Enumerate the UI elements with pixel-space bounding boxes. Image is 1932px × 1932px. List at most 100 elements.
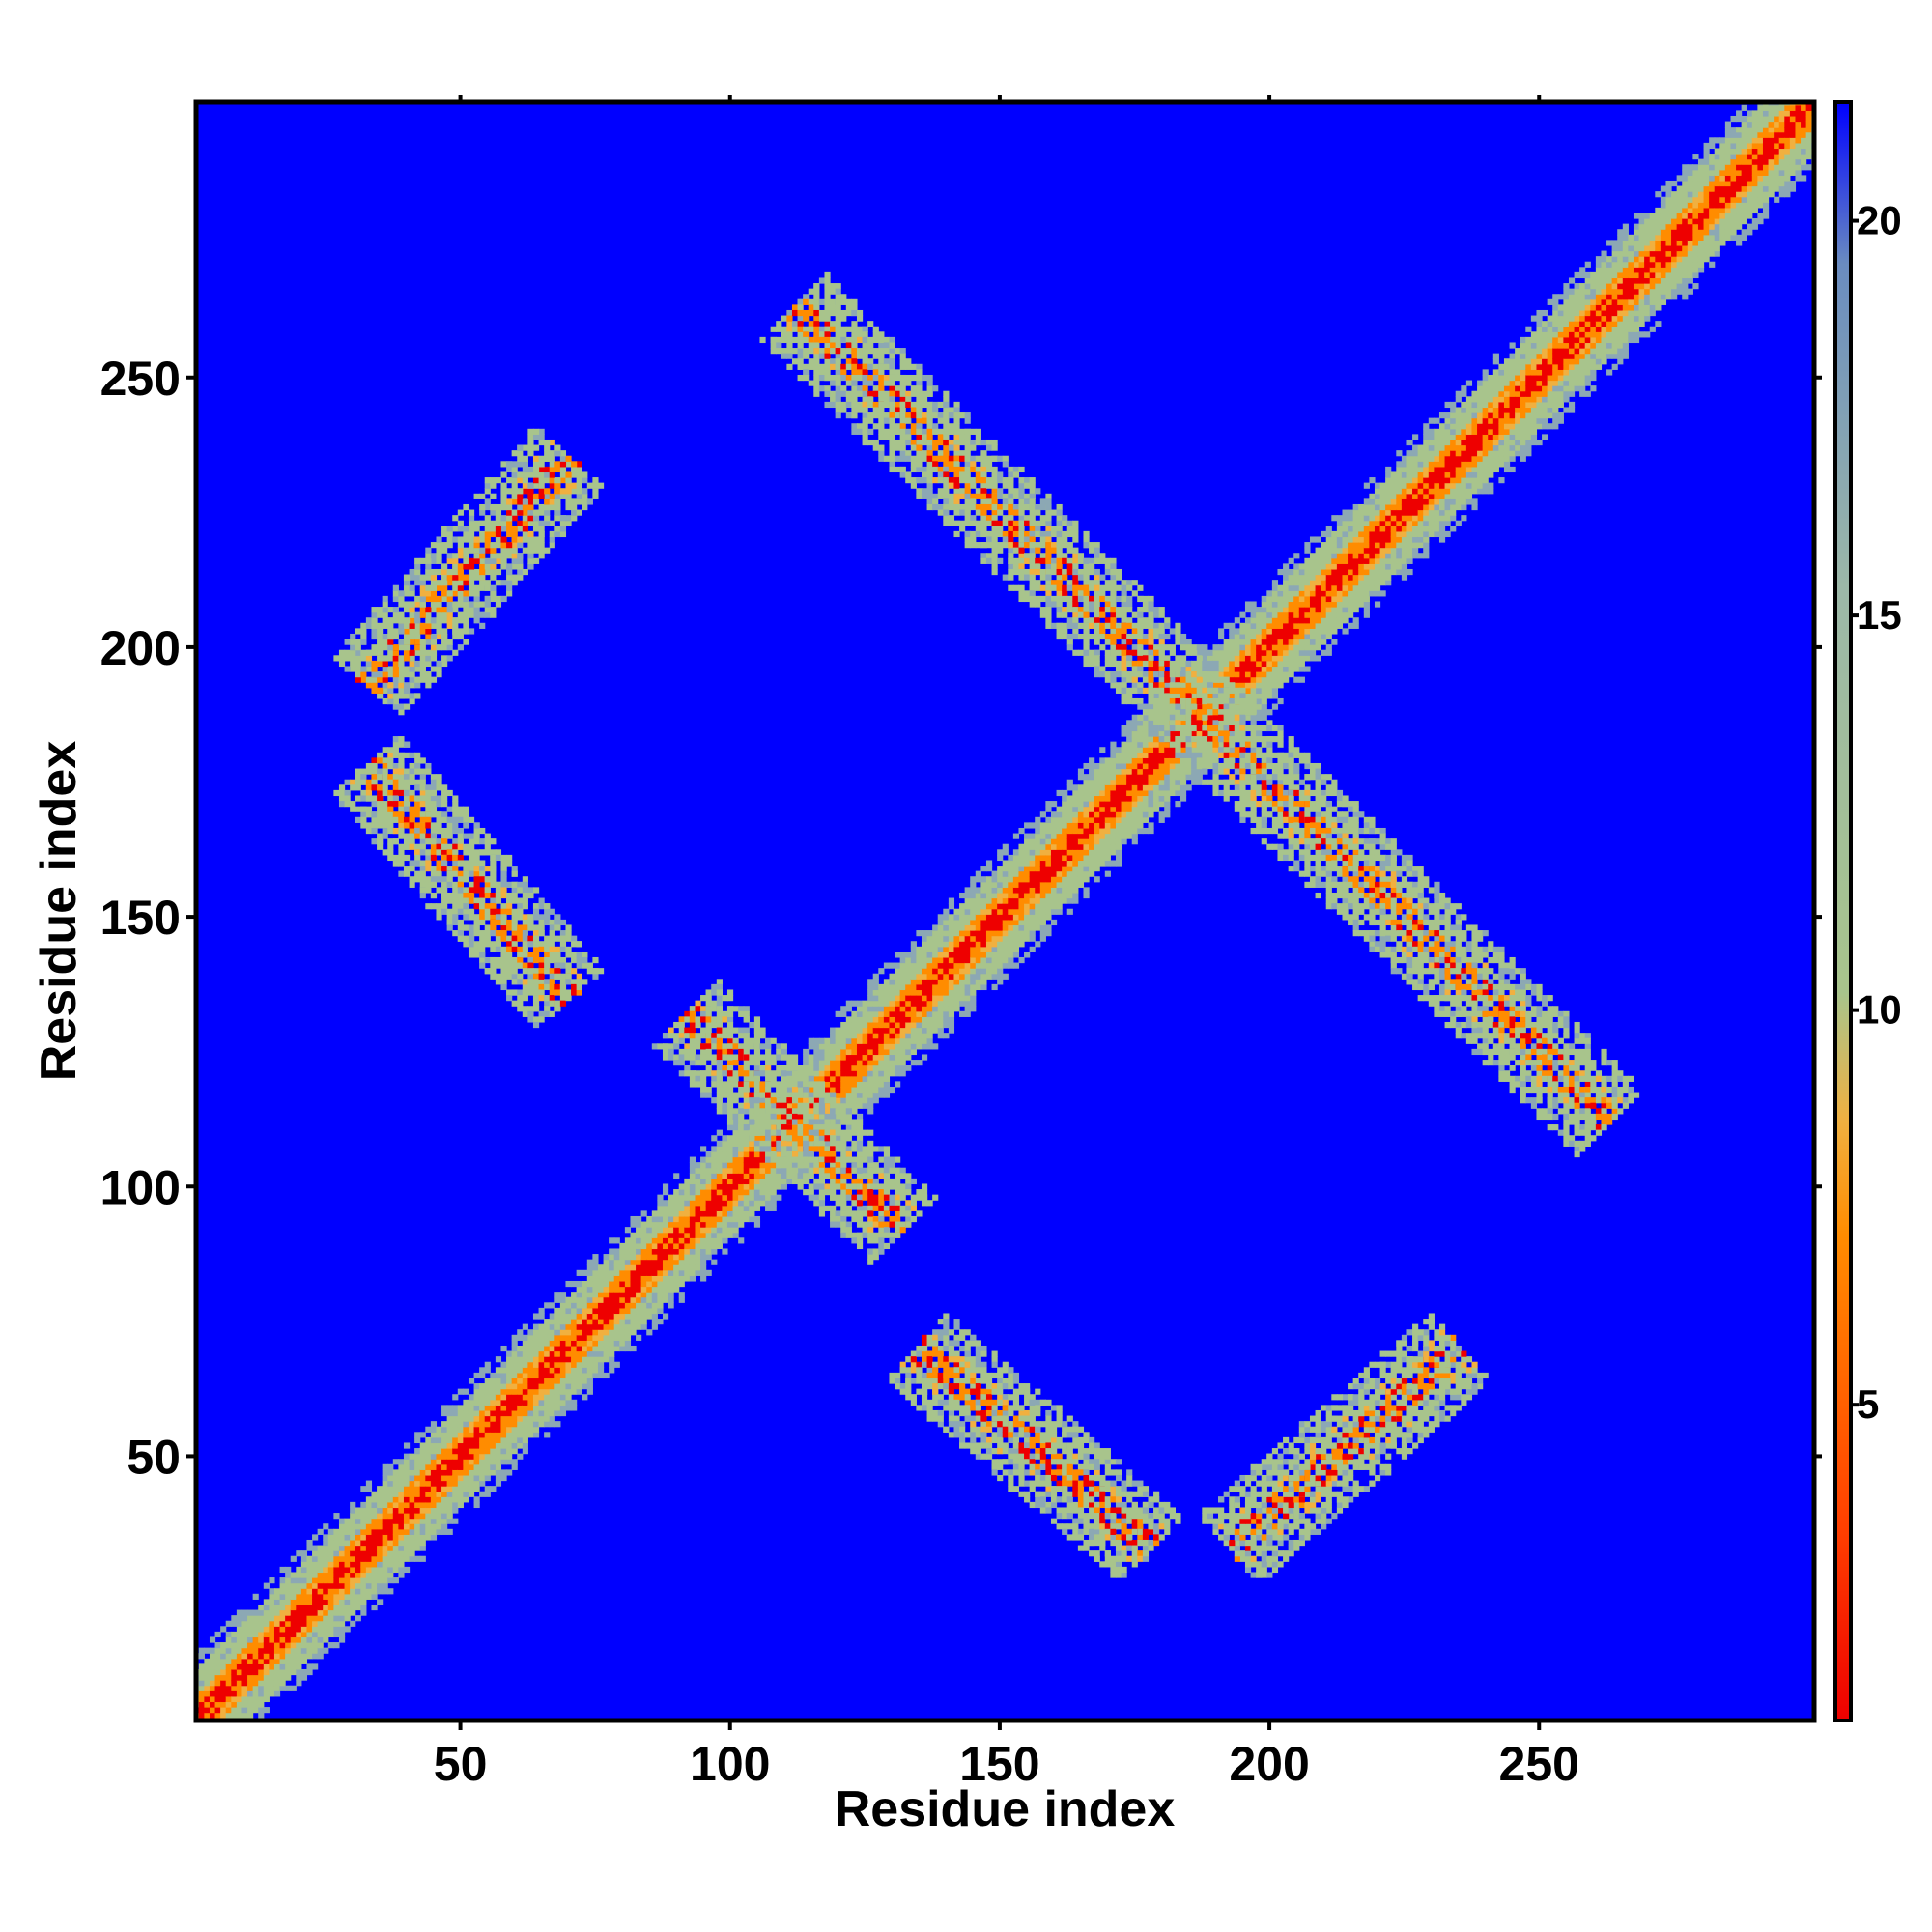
diagonal-cell xyxy=(770,1135,777,1142)
diagonal-cell xyxy=(1261,693,1267,699)
diagonal-cell xyxy=(355,1566,361,1574)
diagonal-cell xyxy=(592,1367,599,1374)
diagonal-cell xyxy=(959,946,966,952)
diagonal-cell xyxy=(1244,676,1252,683)
diagonal-cell xyxy=(726,1135,734,1142)
diagonal-cell xyxy=(252,1668,259,1676)
diagonal-cell xyxy=(559,1350,567,1357)
diagonal-cell xyxy=(1390,530,1397,538)
diagonal-cell xyxy=(1374,493,1381,499)
diagonal-cell xyxy=(446,1415,453,1422)
diagonal-cell xyxy=(1363,515,1370,522)
diagonal-cell xyxy=(948,973,955,980)
diagonal-cell xyxy=(749,1200,755,1207)
diagonal-cell xyxy=(970,924,977,931)
diagonal-cell xyxy=(532,1367,540,1374)
diagonal-cell xyxy=(959,989,966,996)
diagonal-cell xyxy=(985,876,993,883)
diagonal-cell xyxy=(651,1307,658,1315)
diagonal-cell xyxy=(937,919,944,926)
diagonal-cell xyxy=(803,1054,810,1061)
diagonal-cell xyxy=(1039,849,1046,856)
diagonal-cell xyxy=(273,1609,281,1616)
diagonal-cell xyxy=(544,1334,551,1341)
diagonal-cell xyxy=(1428,503,1435,511)
diagonal-cell xyxy=(1250,666,1257,672)
diagonal-cell xyxy=(943,968,950,975)
diagonal-cell xyxy=(1406,515,1413,522)
diagonal-cell xyxy=(1066,887,1073,894)
diagonal-cell xyxy=(937,1027,944,1034)
diagonal-cell xyxy=(722,1205,728,1211)
diagonal-cell xyxy=(1218,671,1225,678)
diagonal-cell xyxy=(1336,590,1344,597)
diagonal-cell xyxy=(371,1534,378,1541)
diagonal-cell xyxy=(1293,649,1300,656)
diagonal-cell xyxy=(220,1695,227,1703)
diagonal-cell xyxy=(382,1577,388,1584)
diagonal-cell xyxy=(1131,752,1138,758)
diagonal-cell xyxy=(1089,870,1095,877)
diagonal-cell xyxy=(527,1356,534,1363)
diagonal-cell xyxy=(959,941,966,948)
diagonal-cell xyxy=(732,1178,739,1185)
diagonal-cell xyxy=(953,979,960,985)
diagonal-cell xyxy=(263,1626,270,1633)
diagonal-cell xyxy=(597,1296,605,1303)
diagonal-cell xyxy=(1018,892,1025,899)
diagonal-cell xyxy=(1035,919,1041,926)
diagonal-cell xyxy=(1363,553,1370,559)
diagonal-cell xyxy=(1104,827,1111,835)
diagonal-cell xyxy=(452,1486,459,1492)
diagonal-cell xyxy=(878,983,885,991)
diagonal-cell xyxy=(419,1555,426,1562)
diagonal-cell xyxy=(867,1075,874,1082)
diagonal-cell xyxy=(657,1259,664,1265)
diagonal-cell xyxy=(1234,617,1240,624)
diagonal-cell xyxy=(1094,811,1100,818)
diagonal-cell xyxy=(997,930,1004,937)
diagonal-cell xyxy=(1266,660,1273,668)
diagonal-cell xyxy=(684,1264,691,1271)
diagonal-cell xyxy=(365,1555,373,1562)
diagonal-cell xyxy=(1406,557,1413,564)
diagonal-cell xyxy=(425,1480,432,1487)
diagonal-cell xyxy=(948,930,955,937)
diagonal-cell xyxy=(889,1054,895,1061)
diagonal-cell xyxy=(1385,493,1392,499)
diagonal-cell xyxy=(198,1701,205,1708)
diagonal-cell xyxy=(1374,530,1381,538)
diagonal-cell xyxy=(414,1501,421,1509)
diagonal-cell xyxy=(1283,590,1290,597)
diagonal-cell xyxy=(414,1486,421,1492)
diagonal-cell xyxy=(506,1442,513,1449)
diagonal-cell xyxy=(323,1539,329,1547)
diagonal-cell xyxy=(895,983,901,991)
diagonal-cell xyxy=(263,1609,270,1616)
diagonal-cell xyxy=(953,989,960,996)
diagonal-cell xyxy=(700,1215,707,1223)
diagonal-cell xyxy=(1363,595,1370,603)
diagonal-cell xyxy=(759,1183,766,1190)
diagonal-cell xyxy=(1126,816,1133,823)
diagonal-cell xyxy=(1379,482,1386,489)
diagonal-cell xyxy=(726,1156,734,1163)
diagonal-cell xyxy=(613,1292,620,1298)
diagonal-cell xyxy=(1374,563,1381,570)
diagonal-cell xyxy=(582,1307,588,1315)
diagonal-cell xyxy=(419,1513,426,1520)
diagonal-cell xyxy=(835,1060,841,1066)
diagonal-cell xyxy=(835,1010,841,1017)
diagonal-cell xyxy=(1352,547,1359,554)
diagonal-cell xyxy=(490,1388,497,1395)
diagonal-cell xyxy=(1164,747,1171,753)
diagonal-cell xyxy=(1315,557,1321,564)
diagonal-cell xyxy=(1309,536,1317,543)
diagonal-cell xyxy=(1256,709,1263,716)
diagonal-cell xyxy=(975,897,981,904)
diagonal-cell xyxy=(1029,946,1036,952)
diagonal-cell xyxy=(862,1027,868,1034)
diagonal-cell xyxy=(932,924,939,931)
diagonal-cell xyxy=(678,1189,685,1196)
diagonal-cell xyxy=(1325,547,1332,554)
